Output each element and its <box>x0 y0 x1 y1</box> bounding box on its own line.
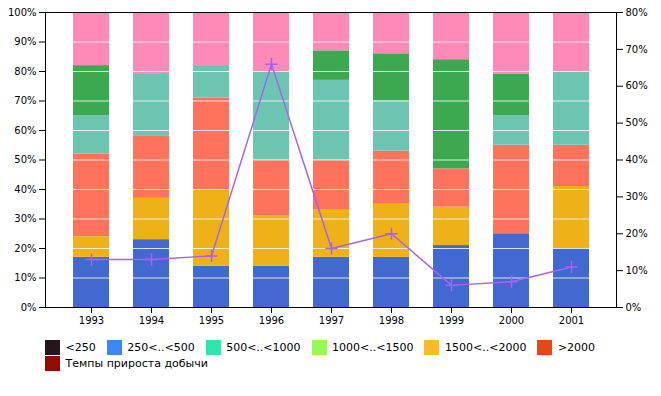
svg-text:1995: 1995 <box>199 315 224 326</box>
html-text:250<..<500: 250<..<500 <box>127 340 195 354</box>
svg-text:60%: 60% <box>14 125 36 136</box>
svg-text:1998: 1998 <box>379 315 404 326</box>
html-text:>2000: >2000 <box>557 340 596 354</box>
svg-text:90%: 90% <box>14 36 36 47</box>
svg-text:40%: 40% <box>626 154 648 165</box>
svg-text:1996: 1996 <box>259 315 284 326</box>
svg-text:30%: 30% <box>626 191 648 202</box>
svg-text:1993: 1993 <box>79 315 104 326</box>
svg-text:80%: 80% <box>14 66 36 77</box>
svg-text:50%: 50% <box>14 154 36 165</box>
svg-text:1997: 1997 <box>319 315 344 326</box>
svg-text:1999: 1999 <box>439 315 464 326</box>
html-text:<250: <250 <box>65 340 96 354</box>
svg-text:0%: 0% <box>21 302 37 313</box>
svg-text:40%: 40% <box>14 184 36 195</box>
svg-text:60%: 60% <box>626 80 648 91</box>
svg-text:50%: 50% <box>626 117 648 128</box>
svg-text:70%: 70% <box>14 95 36 106</box>
svg-text:20%: 20% <box>14 243 36 254</box>
html-text:1500<..<2000: 1500<..<2000 <box>445 340 527 354</box>
svg-text:1994: 1994 <box>139 315 164 326</box>
svg-text:10%: 10% <box>626 265 648 276</box>
html-text:Темпы прироста добычи: Темпы прироста добычи <box>65 357 208 371</box>
svg-text:100%: 100% <box>8 7 37 18</box>
svg-text:10%: 10% <box>14 272 36 283</box>
html-text:500<..<1000: 500<..<1000 <box>226 340 301 354</box>
svg-text:2001: 2001 <box>559 315 584 326</box>
svg-text:2000: 2000 <box>499 315 524 326</box>
svg-text:30%: 30% <box>14 213 36 224</box>
svg-text:80%: 80% <box>626 7 648 18</box>
svg-text:20%: 20% <box>626 228 648 239</box>
svg-text:70%: 70% <box>626 44 648 55</box>
html-text:1000<..<1500: 1000<..<1500 <box>332 340 414 354</box>
svg-text:0%: 0% <box>626 302 642 313</box>
